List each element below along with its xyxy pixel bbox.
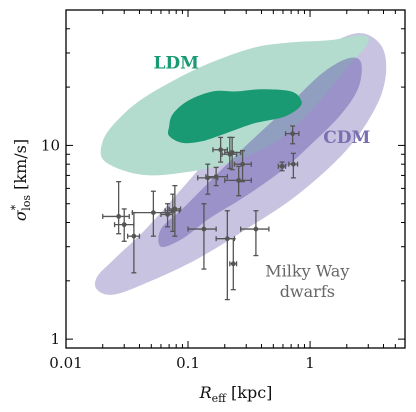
- data-marker: [279, 163, 285, 169]
- x-axis-label: Reff [kpc]: [199, 383, 273, 405]
- data-marker: [131, 233, 137, 239]
- dwarf-data-point: [187, 203, 217, 270]
- y-tick-label: 1: [50, 330, 60, 348]
- data-marker: [150, 210, 156, 215]
- data-marker: [253, 226, 259, 232]
- ldm-label: LDM: [153, 53, 199, 73]
- dwarf-data-point: [277, 161, 287, 172]
- milky-way-label: Milky Way: [265, 262, 349, 281]
- data-marker: [230, 261, 236, 267]
- data-marker: [236, 177, 242, 183]
- data-marker: [240, 161, 245, 167]
- plot-frame: [65, 9, 406, 349]
- dwarf-data-point: [215, 210, 236, 301]
- dwarf-data-point: [205, 166, 228, 187]
- ldm-inner-region: [167, 89, 302, 144]
- x-tick-label: 0.1: [176, 354, 200, 372]
- y-axis-label: σ*los [km/s]: [9, 139, 33, 221]
- data-marker: [229, 150, 235, 155]
- dwarf-data-point: [212, 136, 228, 163]
- x-tick-label: 0.01: [49, 354, 82, 372]
- data-marker: [116, 214, 122, 219]
- data-marker: [201, 226, 207, 232]
- dwarf-data-point: [240, 210, 270, 257]
- data-points: [102, 125, 300, 301]
- data-marker: [165, 212, 170, 217]
- dwarf-data-point: [233, 149, 252, 183]
- dwarf-data-point: [229, 238, 238, 291]
- data-marker: [290, 131, 296, 137]
- cdm-inner-region: [158, 57, 362, 248]
- dwarf-data-point: [288, 152, 299, 179]
- dwarf-data-point: [224, 165, 252, 197]
- data-marker: [213, 174, 219, 180]
- data-marker: [218, 147, 224, 153]
- data-marker: [290, 161, 296, 167]
- dwarfs-label: dwarfs: [280, 282, 335, 301]
- cdm-label: CDM: [323, 128, 370, 148]
- x-tick-label: 1: [305, 354, 315, 372]
- dwarf-data-point: [168, 184, 182, 237]
- data-marker: [172, 206, 178, 212]
- dwarf-data-point: [284, 125, 300, 145]
- dwarf-data-point: [224, 136, 242, 171]
- tick-labels: 0.01 0.1 1 1 10: [41, 136, 315, 372]
- dwarf-data-point: [126, 211, 141, 274]
- data-marker: [224, 236, 230, 242]
- data-marker: [121, 222, 127, 228]
- y-tick-label: 10: [41, 136, 60, 154]
